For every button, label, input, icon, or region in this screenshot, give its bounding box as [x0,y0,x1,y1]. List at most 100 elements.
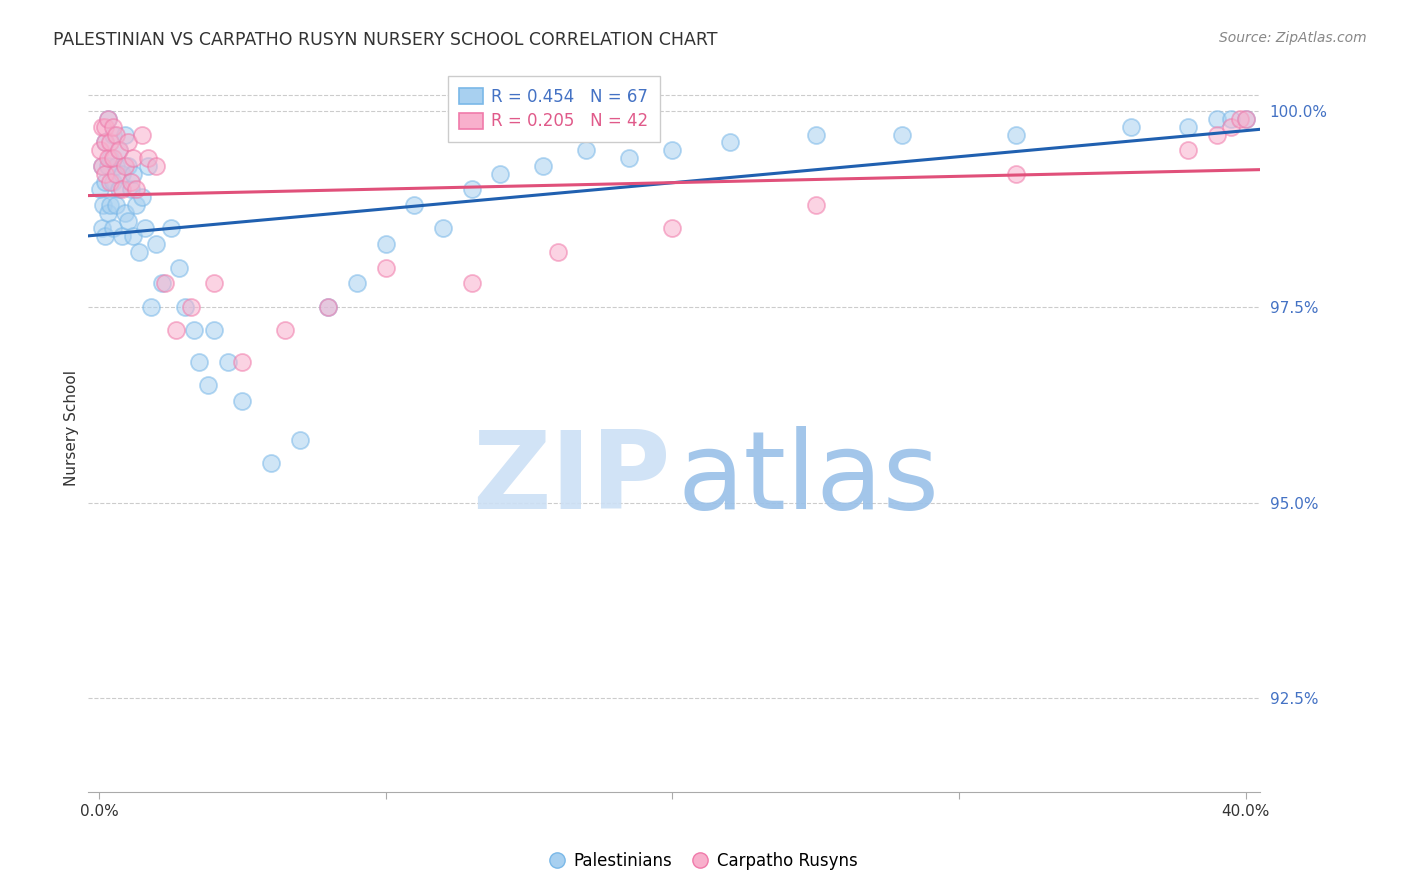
Point [174,300,197,314]
Point [111,229,134,244]
Point [404,198,426,212]
Point [90,120,112,134]
Point [100,198,122,212]
Point [128,244,150,259]
Point [100,174,122,188]
Legend: R = 0.454   N = 67, R = 0.205   N = 42: R = 0.454 N = 67, R = 0.205 N = 42 [447,76,659,142]
Point [117,213,139,227]
Point [114,206,136,220]
Point [89,143,111,157]
Point [661,221,683,235]
Point [93,136,115,150]
Legend: Palestinians, Carpatho Rusyns: Palestinians, Carpatho Rusyns [541,846,865,877]
Point [97,206,120,220]
Point [318,300,340,314]
Point [93,174,115,188]
Point [93,229,115,244]
Point [131,128,153,142]
Point [804,128,827,142]
Point [159,221,181,235]
Point [202,277,225,291]
Point [90,221,112,235]
Point [145,237,167,252]
Point [1005,167,1028,181]
Point [288,433,311,447]
Point [93,120,115,134]
Point [120,182,142,196]
Text: atlas: atlas [678,426,939,533]
Point [1234,112,1257,126]
Point [117,159,139,173]
Point [103,128,125,142]
Point [136,159,159,173]
Point [105,167,128,181]
Point [139,300,162,314]
Point [619,151,641,165]
Point [114,128,136,142]
Text: PALESTINIAN VS CARPATHO RUSYN NURSERY SCHOOL CORRELATION CHART: PALESTINIAN VS CARPATHO RUSYN NURSERY SC… [53,31,718,49]
Point [1119,120,1142,134]
Point [260,456,283,470]
Point [890,128,912,142]
Point [89,182,111,196]
Point [108,143,131,157]
Point [346,277,368,291]
Point [105,128,128,142]
Point [547,244,569,259]
Point [374,237,396,252]
Point [122,151,145,165]
Point [804,198,827,212]
Point [153,277,176,291]
Point [108,143,131,157]
Point [136,151,159,165]
Point [1229,112,1251,126]
Point [125,198,148,212]
Point [374,260,396,275]
Point [100,151,122,165]
Point [188,354,211,368]
Point [661,143,683,157]
Point [111,182,134,196]
Point [103,120,125,134]
Point [274,323,297,337]
Point [114,159,136,173]
Text: ZIP: ZIP [472,426,671,533]
Point [111,167,134,181]
Point [105,159,128,173]
Point [231,354,253,368]
Point [134,221,156,235]
Point [145,159,167,173]
Point [1206,112,1229,126]
Point [460,182,482,196]
Point [202,323,225,337]
Point [91,198,114,212]
Point [108,182,131,196]
Point [131,190,153,204]
Point [97,112,120,126]
Point [125,182,148,196]
Point [718,136,741,150]
Point [180,300,202,314]
Point [1220,120,1243,134]
Point [1177,143,1199,157]
Point [90,159,112,173]
Point [122,229,145,244]
Point [120,174,142,188]
Y-axis label: Nursery School: Nursery School [65,370,79,486]
Text: Source: ZipAtlas.com: Source: ZipAtlas.com [1219,31,1367,45]
Point [489,167,512,181]
Point [1177,120,1199,134]
Point [197,378,219,392]
Point [169,260,191,275]
Point [97,112,120,126]
Point [531,159,554,173]
Point [1220,112,1243,126]
Point [231,393,253,408]
Point [100,136,122,150]
Point [318,300,340,314]
Point [93,167,115,181]
Point [97,151,120,165]
Point [432,221,454,235]
Point [165,323,187,337]
Point [90,159,112,173]
